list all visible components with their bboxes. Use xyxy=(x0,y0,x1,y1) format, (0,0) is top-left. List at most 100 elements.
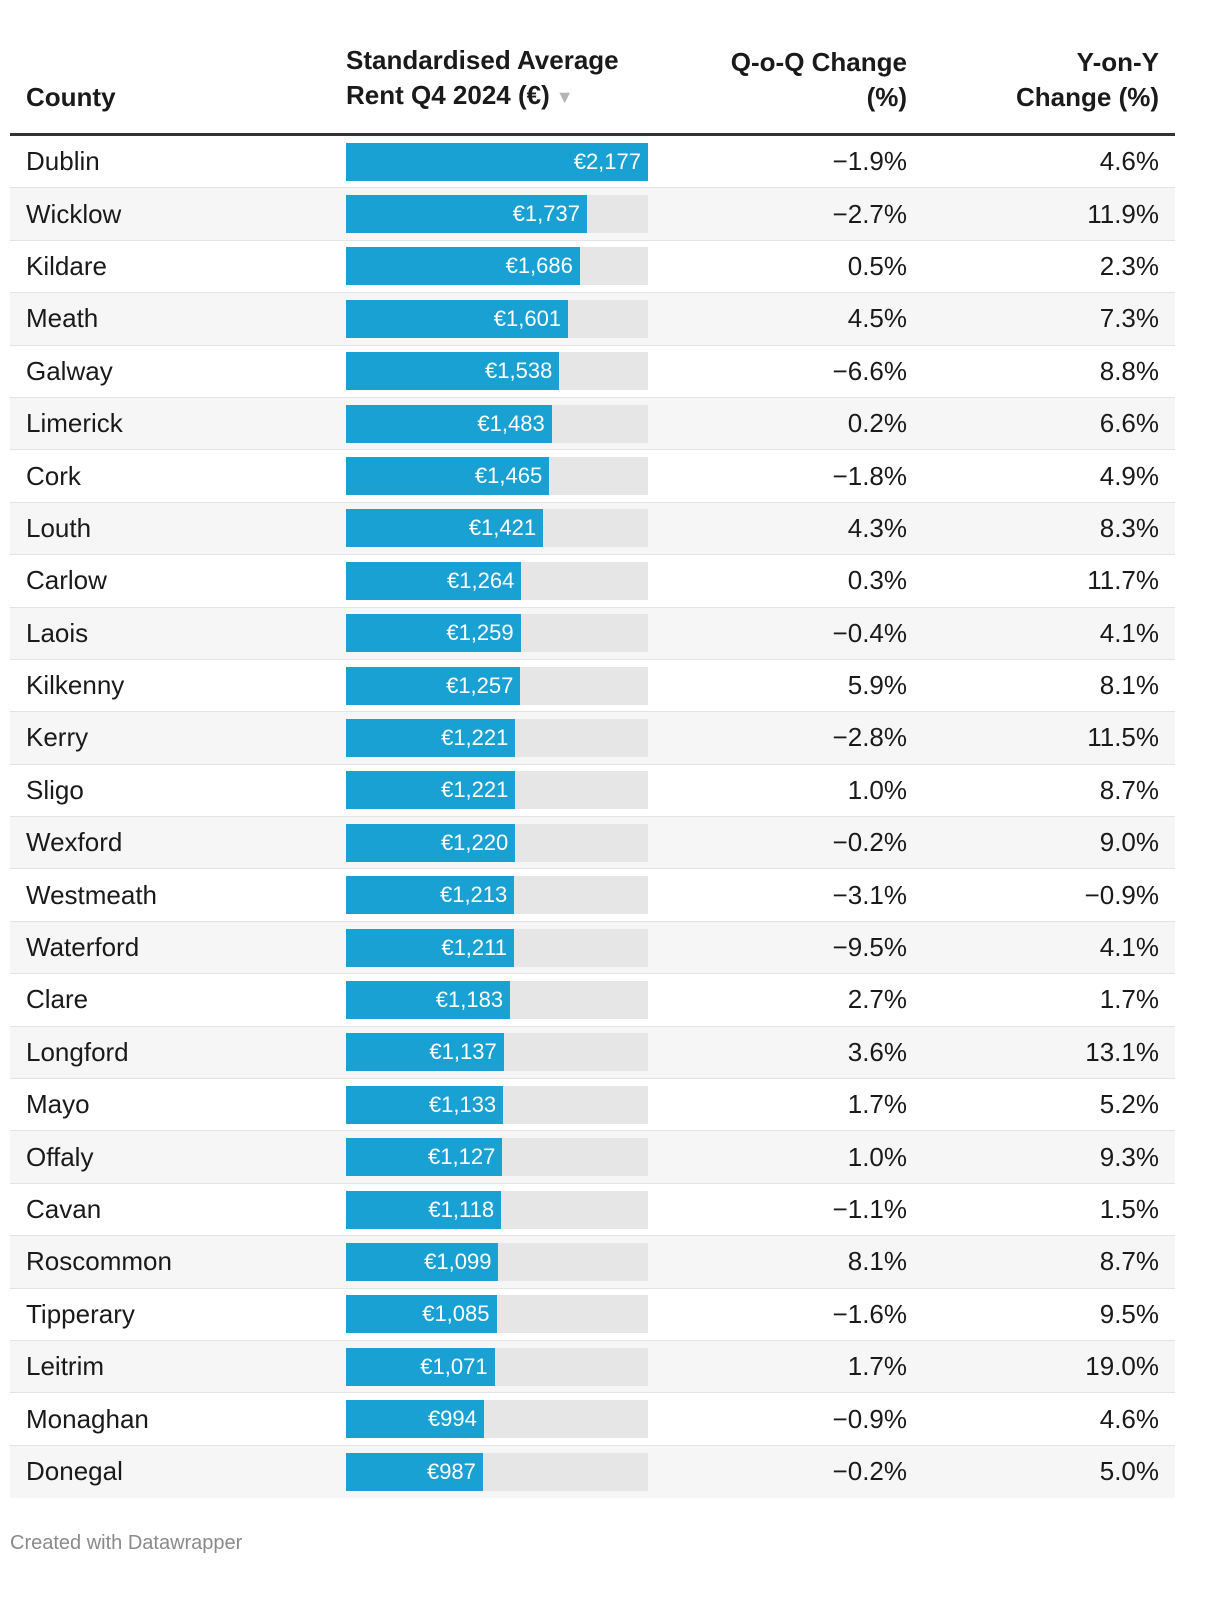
rent-bar-track: €1,421 xyxy=(346,509,648,548)
yoy-change-cell: 6.6% xyxy=(1099,408,1159,439)
rent-bar xyxy=(346,299,569,338)
qoq-change-cell: 1.0% xyxy=(847,774,907,805)
qoq-change-cell: 1.0% xyxy=(847,1141,907,1172)
qoq-change-cell: −0.2% xyxy=(832,827,907,858)
yoy-change-cell: 1.5% xyxy=(1099,1194,1159,1224)
yoy-change-cell: 4.1% xyxy=(1099,617,1159,648)
qoq-change-cell: −3.1% xyxy=(832,879,907,910)
rent-bar-track: €1,085 xyxy=(346,1295,648,1334)
county-cell: Kilkenny xyxy=(26,670,125,701)
table-row: Limerick €1,483 0.2% 6.6% xyxy=(10,397,1175,451)
rent-bar xyxy=(346,509,544,548)
qoq-change-cell: −1.1% xyxy=(832,1194,907,1224)
rent-value-label: €987 xyxy=(426,1458,476,1484)
rent-bar xyxy=(346,1347,495,1386)
county-cell: Tipperary xyxy=(26,1298,135,1329)
column-header-rent[interactable]: Standardised Average Rent Q4 2024 (€) ▼ xyxy=(346,43,676,115)
qoq-change-cell: −1.6% xyxy=(832,1298,907,1329)
rent-bar xyxy=(346,561,522,600)
rent-value-label: €1,737 xyxy=(512,201,580,227)
table-row: Kerry €1,221 −2.8% 11.5% xyxy=(10,712,1175,765)
qoq-change-cell: −0.2% xyxy=(832,1456,907,1487)
qoq-change-cell: 1.7% xyxy=(847,1351,907,1382)
table-row: Wexford €1,220 −0.2% 9.0% xyxy=(10,817,1175,870)
rent-value-label: €1,601 xyxy=(493,305,562,331)
county-header-label: County xyxy=(26,82,116,112)
yoy-change-cell: 8.7% xyxy=(1099,1246,1159,1277)
qoq-header-line2: (%) xyxy=(866,82,907,112)
county-cell: Kerry xyxy=(26,722,89,753)
yoy-change-cell: 7.3% xyxy=(1099,303,1159,334)
rent-bar-track: €1,483 xyxy=(346,404,648,443)
table-body: Dublin €2,177 −1.9% 4.6% Wicklow €1,737 −2.7% 1… xyxy=(10,136,1175,1499)
county-cell: Waterford xyxy=(26,932,140,963)
rent-value-label: €2,177 xyxy=(573,148,641,174)
column-header-qoq[interactable]: Q-o-Q Change (%) xyxy=(647,45,907,115)
county-cell: Dublin xyxy=(26,146,100,177)
qoq-change-cell: 0.2% xyxy=(847,408,907,439)
county-cell: Wicklow xyxy=(26,198,122,229)
county-cell: Leitrim xyxy=(26,1351,105,1382)
rent-bar xyxy=(346,1295,497,1334)
county-cell: Limerick xyxy=(26,408,123,439)
county-cell: Wexford xyxy=(26,827,123,858)
rent-value-label: €1,483 xyxy=(477,410,545,436)
county-cell: Galway xyxy=(26,355,113,386)
county-cell: Kildare xyxy=(26,250,107,281)
qoq-change-cell: −9.5% xyxy=(832,932,907,963)
rent-value-label: €1,127 xyxy=(428,1144,496,1170)
qoq-change-cell: 4.5% xyxy=(847,303,907,334)
rent-value-label: €1,538 xyxy=(485,358,553,384)
rent-bar-track: €1,538 xyxy=(346,352,648,391)
rent-value-label: €1,213 xyxy=(439,882,508,908)
yoy-header-line2: Change (%) xyxy=(1016,82,1159,112)
rent-bar xyxy=(346,1400,484,1439)
table-row: Galway €1,538 −6.6% 8.8% xyxy=(10,346,1175,398)
yoy-change-cell: 11.5% xyxy=(1087,722,1159,753)
table-row: Longford €1,137 3.6% 13.1% xyxy=(10,1026,1175,1080)
rent-bar xyxy=(346,614,521,653)
qoq-change-cell: −0.4% xyxy=(832,617,907,648)
county-cell: Offaly xyxy=(26,1141,94,1172)
table-row: Leitrim €1,071 1.7% 19.0% xyxy=(10,1340,1175,1394)
rent-bar xyxy=(346,666,521,705)
rent-bar xyxy=(346,1085,504,1124)
rent-value-label: €1,099 xyxy=(424,1248,492,1274)
qoq-header-line1: Q-o-Q Change xyxy=(730,47,907,77)
rent-value-label: €1,118 xyxy=(428,1196,495,1222)
table-row: Offaly €1,127 1.0% 9.3% xyxy=(10,1131,1175,1184)
county-cell: Meath xyxy=(26,303,99,334)
rent-value-label: €1,085 xyxy=(422,1301,490,1327)
rent-header-line2: Rent Q4 2024 (€) xyxy=(346,80,550,111)
yoy-change-cell: 5.0% xyxy=(1099,1456,1159,1487)
column-header-yoy[interactable]: Y-on-Y Change (%) xyxy=(959,45,1159,115)
county-cell: Clare xyxy=(26,984,89,1015)
sort-descending-icon[interactable]: ▼ xyxy=(555,87,574,107)
rent-bar-track: €1,211 xyxy=(346,928,648,967)
yoy-change-cell: 4.1% xyxy=(1099,932,1159,963)
yoy-change-cell: 5.2% xyxy=(1099,1089,1159,1120)
rent-value-label: €1,221 xyxy=(441,724,509,750)
footer-credit[interactable]: Created with Datawrapper xyxy=(10,1532,242,1555)
footer-credit-text: Created with Datawrapper xyxy=(10,1532,243,1554)
yoy-change-cell: 11.9% xyxy=(1087,198,1159,229)
rent-table: County Standardised Average Rent Q4 2024… xyxy=(10,30,1175,1499)
rent-bar xyxy=(346,1033,504,1072)
table-row: Carlow €1,264 0.3% 11.7% xyxy=(10,555,1175,608)
yoy-change-cell: 9.0% xyxy=(1099,827,1159,858)
rent-value-label: €1,259 xyxy=(446,620,514,646)
rent-bar-track: €1,071 xyxy=(346,1347,648,1386)
rent-bar-track: €1,257 xyxy=(346,666,648,705)
yoy-change-cell: 13.1% xyxy=(1085,1036,1159,1067)
rent-bar-track: €1,259 xyxy=(346,614,648,653)
qoq-change-cell: 5.9% xyxy=(847,670,907,701)
yoy-change-cell: 4.6% xyxy=(1099,146,1159,177)
table-row: Kildare €1,686 0.5% 2.3% xyxy=(10,241,1175,294)
rent-bar xyxy=(346,928,514,967)
table-row: Mayo €1,133 1.7% 5.2% xyxy=(10,1079,1175,1132)
table-row: Monaghan €994 −0.9% 4.6% xyxy=(10,1393,1175,1446)
column-header-county[interactable]: County xyxy=(26,80,116,115)
rent-bar xyxy=(346,823,516,862)
yoy-change-cell: 4.9% xyxy=(1099,460,1159,491)
county-cell: Louth xyxy=(26,512,92,543)
